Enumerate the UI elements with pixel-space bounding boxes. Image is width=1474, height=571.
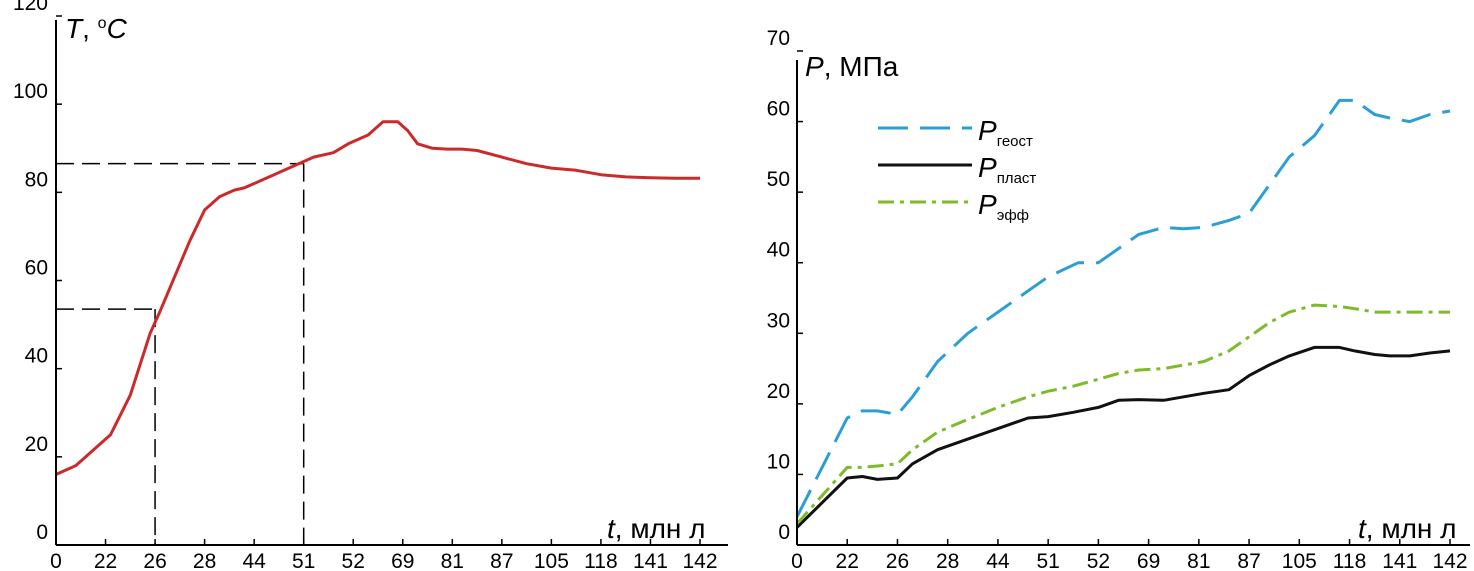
- x-tick-label: 51: [1036, 550, 1059, 571]
- x-tick-label: 51: [292, 550, 315, 571]
- y-axis-label: T, oC: [65, 13, 128, 44]
- x-tick-label: 22: [836, 550, 859, 571]
- x-tick-label: 118: [1333, 550, 1366, 571]
- legend-label: Pэфф: [978, 189, 1029, 224]
- x-tick-label: 52: [342, 550, 365, 571]
- y-tick-label: 10: [767, 450, 790, 473]
- y-tick-label: 50: [767, 168, 790, 191]
- x-tick-label: 69: [391, 550, 414, 571]
- x-tick-label: 22: [94, 550, 117, 571]
- x-axis-unit: , млн л: [615, 513, 706, 544]
- series-line-0: [55, 120, 700, 476]
- x-tick-label: 118: [584, 550, 617, 571]
- x-axis-symbol: t: [607, 513, 616, 544]
- y-axis-separator: ,: [82, 13, 98, 44]
- y-axis-label: P, МПа: [805, 51, 899, 82]
- y-tick-label: 20: [767, 380, 790, 403]
- x-tick-label: 142: [1432, 550, 1467, 571]
- legend-subscript: геост: [997, 133, 1033, 150]
- x-tick-label: 69: [1137, 550, 1160, 571]
- x-axis-label: t, млн л: [607, 513, 706, 544]
- x-tick-label: 105: [534, 550, 569, 571]
- x-tick-label: 141: [633, 550, 668, 571]
- x-tick-label: 28: [193, 550, 216, 571]
- x-tick-label: 81: [1187, 550, 1210, 571]
- x-tick-label: 87: [1237, 550, 1260, 571]
- legend-symbol: P: [978, 115, 997, 146]
- x-axis-symbol: t: [1358, 513, 1367, 544]
- y-tick-label: 30: [767, 309, 790, 332]
- legend-symbol: P: [978, 189, 997, 220]
- pressure-chart: 0 10 20 30 40 50 60 70 0 22 26 28 44 51 52 69 81 87 105 11…: [767, 27, 1470, 571]
- y-axis-unit: , МПа: [824, 51, 899, 82]
- y-tick-label: 40: [25, 345, 48, 368]
- series-line-пласт: [795, 345, 1451, 529]
- x-tick-label: 44: [242, 550, 266, 571]
- x-tick-label: 105: [1282, 550, 1317, 571]
- x-tick-label: 26: [886, 550, 909, 571]
- legend-subscript: пласт: [997, 170, 1037, 187]
- legend-subscript: эфф: [997, 207, 1029, 224]
- y-tick-label: 0: [36, 521, 48, 544]
- x-axis-unit: , млн л: [1366, 513, 1457, 544]
- x-tick-label: 52: [1087, 550, 1110, 571]
- legend-label: Pпласт: [978, 152, 1036, 187]
- x-tick-label: 0: [50, 550, 62, 571]
- y-tick-label: 70: [767, 27, 790, 50]
- y-tick-label: 80: [25, 168, 48, 191]
- y-axis-symbol: P: [805, 51, 824, 82]
- x-tick-label: 81: [441, 550, 464, 571]
- temperature-chart: 0 20 40 60 80 100 120 0 22 26 28 44 51 52 69 81 87 105 11…: [13, 0, 728, 571]
- x-tick-label: 28: [936, 550, 959, 571]
- x-tick-label: 141: [1382, 550, 1417, 571]
- y-axis-unit: C: [107, 13, 128, 44]
- degree-sign: o: [98, 15, 107, 32]
- legend-symbol: P: [978, 152, 997, 183]
- y-tick-label: 40: [767, 239, 790, 262]
- series-line-эфф: [795, 303, 1450, 525]
- y-tick-label: 20: [25, 433, 48, 456]
- legend-label: Pгеост: [978, 115, 1033, 150]
- x-axis-label: t, млн л: [1358, 513, 1457, 544]
- y-tick-label: 60: [25, 257, 48, 280]
- x-tick-label: 44: [986, 550, 1010, 571]
- x-tick-label: 26: [143, 550, 166, 571]
- y-axis-symbol: T: [65, 13, 84, 44]
- x-tick-label: 0: [791, 550, 803, 571]
- x-tick-label: 142: [682, 550, 717, 571]
- y-tick-label: 100: [13, 80, 48, 103]
- x-tick-label: 87: [490, 550, 513, 571]
- y-tick-label: 120: [13, 0, 48, 15]
- y-tick-label: 60: [767, 98, 790, 121]
- y-tick-label: 0: [778, 521, 790, 544]
